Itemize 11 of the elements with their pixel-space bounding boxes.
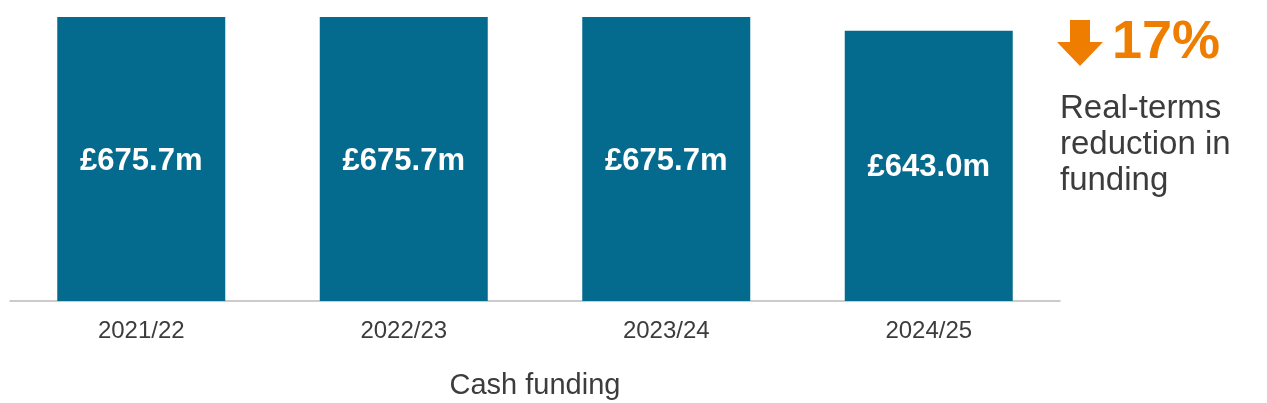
data-label: £675.7m bbox=[342, 141, 465, 177]
data-label: £675.7m bbox=[80, 141, 203, 177]
data-label: £643.0m bbox=[867, 148, 990, 184]
text: 17% bbox=[1112, 9, 1221, 69]
x-tick-label: 2023/24 bbox=[622, 315, 710, 343]
x-tick-label: 2021/22 bbox=[97, 315, 185, 343]
data-label: £675.7m bbox=[605, 141, 728, 177]
x-axis-title: Cash funding bbox=[449, 367, 621, 400]
x-tick-label: 2024/25 bbox=[885, 315, 973, 343]
annotation: Real-terms reduction in funding bbox=[1060, 87, 1240, 197]
x-tick-label: 2022/23 bbox=[360, 315, 448, 343]
